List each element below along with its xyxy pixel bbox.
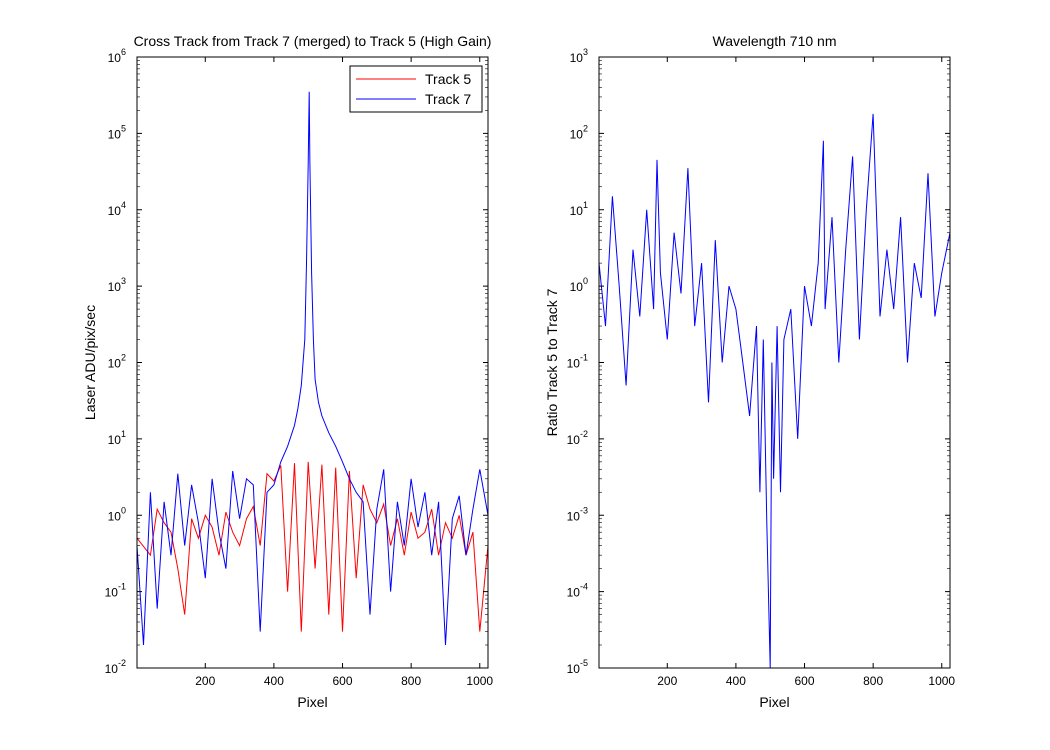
left-chart-panel: 200 400 600 800 100010-210-11001011021031041…	[82, 33, 493, 710]
legend: Track 5 Track 7	[349, 65, 483, 113]
y-tick-base: 10	[570, 204, 584, 218]
y-tick-exponent: 4	[121, 200, 126, 210]
x-tick-label: 200	[657, 674, 677, 688]
y-tick-label: 10-2	[105, 658, 126, 676]
y-tick-label: 102	[108, 353, 126, 371]
y-tick-base: 10	[567, 433, 581, 447]
y-tick-exponent: 3	[583, 47, 588, 57]
y-tick-label: 100	[570, 276, 588, 294]
series-line-track-5	[137, 461, 488, 632]
y-tick-exponent: -1	[118, 582, 126, 592]
y-tick-base: 10	[108, 204, 122, 218]
y-tick-label: 100	[108, 505, 126, 523]
y-tick-exponent: -5	[580, 658, 588, 668]
y-tick-exponent: 3	[121, 276, 126, 286]
y-tick-label: 106	[108, 47, 126, 65]
plot-area	[137, 57, 488, 668]
y-tick-base: 10	[108, 280, 122, 294]
y-tick-base: 10	[567, 586, 581, 600]
y-tick-exponent: -1	[580, 353, 588, 363]
y-tick-exponent: -2	[580, 429, 588, 439]
y-tick-base: 10	[105, 662, 119, 676]
y-tick-base: 10	[567, 662, 581, 676]
x-tick-label: 600	[795, 674, 815, 688]
y-tick-exponent: -2	[118, 658, 126, 668]
y-tick-base: 10	[108, 357, 122, 371]
y-tick-exponent: 1	[121, 429, 126, 439]
y-tick-base: 10	[570, 127, 584, 141]
right-chart-panel: 200 400 600 800 100010-510-410-310-210-11001…	[544, 33, 955, 710]
x-tick-label: 1000	[928, 674, 955, 688]
y-tick-label: 104	[108, 200, 126, 218]
y-tick-label: 10-1	[105, 582, 126, 600]
y-tick-exponent: 1	[583, 200, 588, 210]
x-tick-label: 200	[195, 674, 215, 688]
legend-box	[349, 65, 483, 113]
x-tick-label: 800	[401, 674, 421, 688]
x-tick-label: 400	[726, 674, 746, 688]
series-line-track-7	[137, 91, 488, 646]
y-tick-label: 10-2	[567, 429, 588, 447]
y-tick-base: 10	[105, 586, 119, 600]
y-axis-label: Ratio Track 5 to Track 7	[544, 288, 560, 436]
y-tick-base: 10	[567, 509, 581, 523]
chart-title: Wavelength 710 nm	[713, 33, 837, 49]
y-tick-exponent: -4	[580, 582, 588, 592]
y-tick-exponent: 2	[583, 123, 588, 133]
x-tick-label: 600	[333, 674, 353, 688]
y-tick-label: 10-1	[567, 353, 588, 371]
y-tick-base: 10	[567, 357, 581, 371]
y-tick-base: 10	[108, 127, 122, 141]
y-tick-label: 102	[570, 123, 588, 141]
legend-entry: Track 5	[425, 71, 471, 87]
x-axis-label: Pixel	[297, 694, 327, 710]
y-tick-exponent: 0	[121, 505, 126, 515]
series-line-0	[599, 113, 950, 668]
y-axis-label: Laser ADU/pix/sec	[82, 305, 98, 420]
y-tick-exponent: 0	[583, 276, 588, 286]
y-tick-label: 101	[108, 429, 126, 447]
y-tick-label: 105	[108, 123, 126, 141]
x-tick-label: 1000	[466, 674, 493, 688]
y-tick-base: 10	[570, 51, 584, 65]
y-tick-label: 10-4	[567, 582, 588, 600]
y-tick-base: 10	[108, 51, 122, 65]
x-tick-label: 400	[264, 674, 284, 688]
y-tick-label: 101	[570, 200, 588, 218]
y-tick-label: 10-3	[567, 505, 588, 523]
y-tick-exponent: -3	[580, 505, 588, 515]
y-tick-base: 10	[108, 509, 122, 523]
y-tick-label: 103	[108, 276, 126, 294]
chart-title: Cross Track from Track 7 (merged) to Tra…	[134, 33, 492, 49]
y-tick-base: 10	[570, 280, 584, 294]
y-tick-exponent: 2	[121, 353, 126, 363]
x-axis-label: Pixel	[759, 694, 789, 710]
plot-area	[599, 57, 950, 668]
y-tick-exponent: 6	[121, 47, 126, 57]
legend-entry: Track 7	[425, 91, 471, 107]
y-tick-label: 10-5	[567, 658, 588, 676]
x-tick-label: 800	[863, 674, 883, 688]
y-tick-base: 10	[108, 433, 122, 447]
y-tick-label: 103	[570, 47, 588, 65]
y-tick-exponent: 5	[121, 123, 126, 133]
